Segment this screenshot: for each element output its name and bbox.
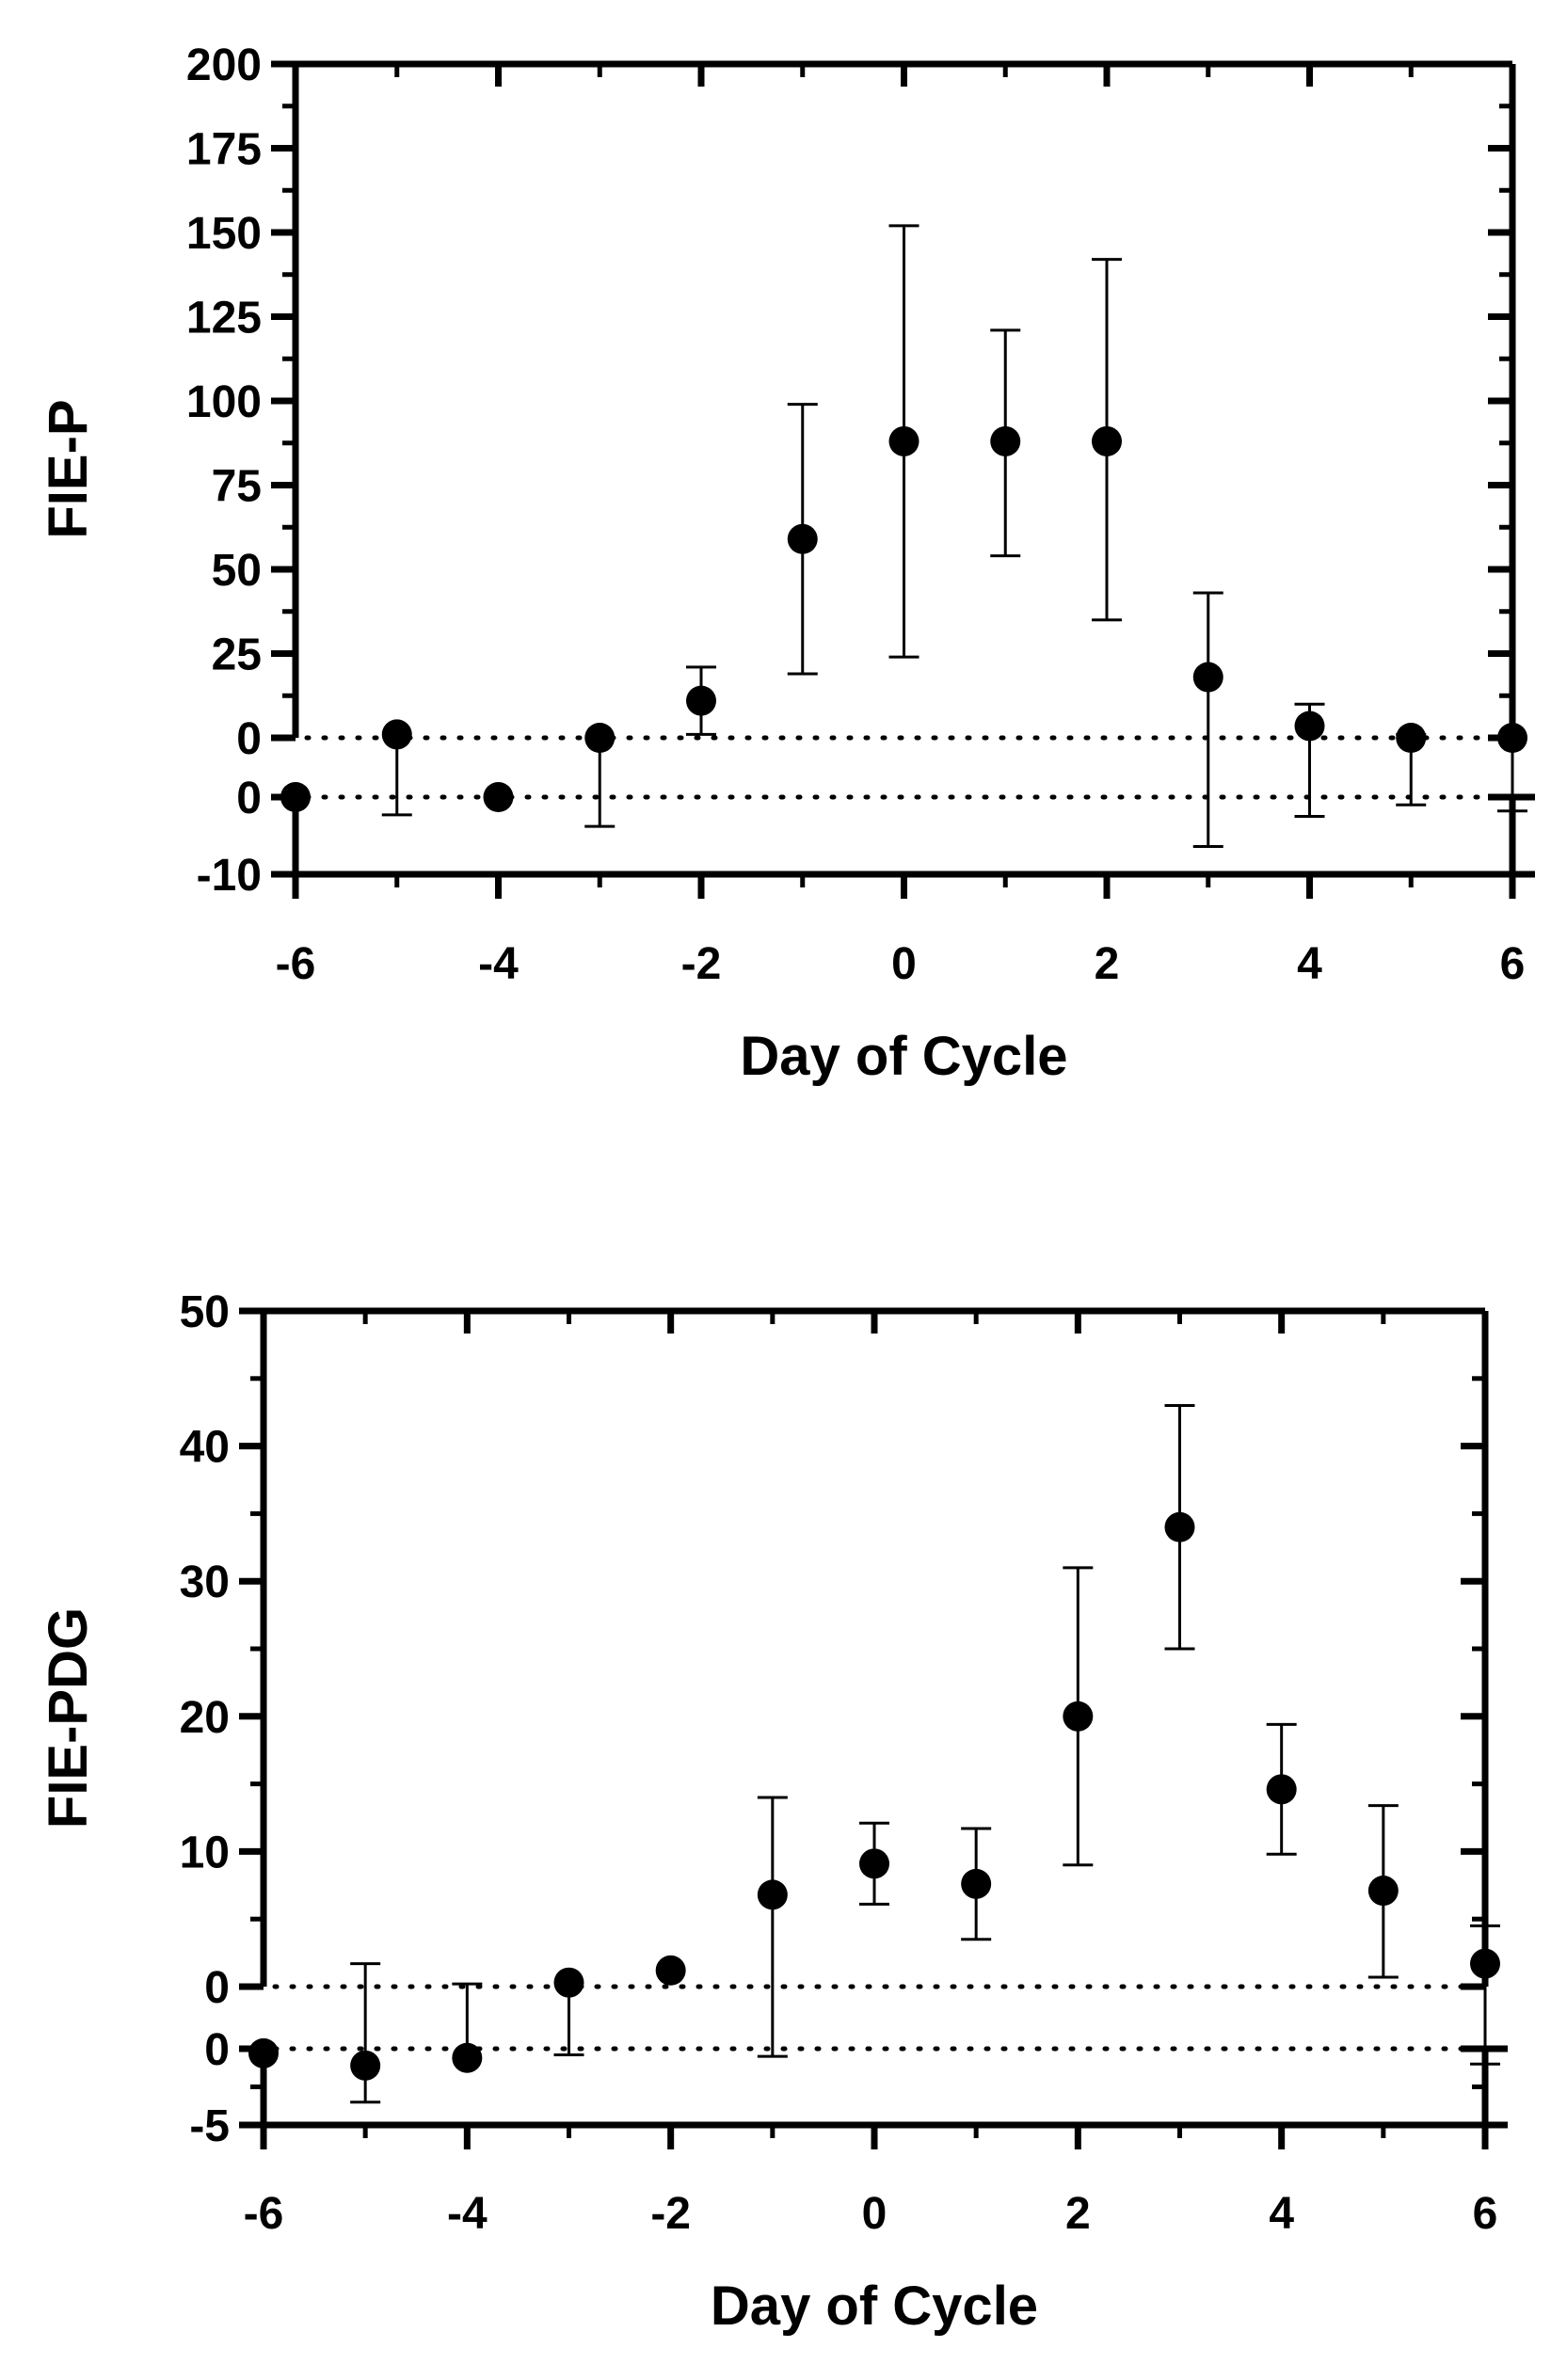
y-tick-label: 0	[204, 1963, 230, 2013]
x-tick-label: 2	[1095, 939, 1120, 989]
x-tick-label: 4	[1297, 939, 1322, 989]
data-point	[1470, 1948, 1500, 1979]
data-point	[483, 782, 514, 812]
data-point	[452, 2042, 483, 2073]
data-point	[787, 523, 818, 554]
y-tick-label: 0	[204, 2025, 230, 2075]
data-point	[655, 1955, 686, 1986]
x-tick-label: -2	[650, 2189, 691, 2239]
y-tick-label: 150	[186, 209, 262, 259]
y-tick-label: 0	[236, 774, 262, 823]
x-tick-label: 2	[1065, 2189, 1091, 2239]
panel-fie-pdg: 0 10 20 30 40 50 0 -5 -6 -4 -2 0 2 4 6 FIE-PDG Day of Cy…	[38, 1287, 1508, 2337]
data-point	[1092, 425, 1122, 456]
data-point	[1164, 1511, 1195, 1542]
data-point	[888, 425, 919, 456]
x-tick-label: 0	[862, 2189, 887, 2239]
data-point	[1497, 723, 1527, 753]
y-tick-label: 0	[236, 714, 262, 764]
data-point	[553, 1967, 584, 1998]
x-axis-title: Day of Cycle	[740, 1026, 1067, 1087]
x-tick-label: 0	[891, 939, 917, 989]
x-tick-label: -4	[447, 2189, 488, 2239]
data-point	[1294, 711, 1325, 742]
data-point	[280, 782, 311, 812]
data-point	[757, 1879, 788, 1910]
data-point	[1396, 723, 1427, 753]
y-axis-title: FIE-PDG	[38, 1607, 99, 1829]
data-point	[686, 685, 716, 716]
x-tick-label: -2	[681, 939, 722, 989]
data-point	[990, 425, 1021, 456]
data-point	[1367, 1876, 1399, 1907]
data-point	[961, 1868, 992, 1899]
x-axis-title: Day of Cycle	[711, 2276, 1038, 2337]
y-tick-label: 40	[180, 1423, 230, 1473]
data-point	[350, 2050, 381, 2081]
data-point	[1192, 662, 1223, 693]
y-tick-label: 125	[186, 294, 262, 343]
x-tick-label: 4	[1269, 2189, 1294, 2239]
y-tick-label: 75	[212, 462, 262, 512]
y-tick-label: 50	[212, 546, 262, 596]
data-point	[584, 723, 616, 753]
x-tick-label: -6	[276, 939, 316, 989]
y-tick-label: 30	[180, 1557, 230, 1607]
x-tick-label: -4	[478, 939, 519, 989]
y-axis-title: FIE-P	[38, 399, 99, 538]
y-tick-label: 100	[186, 377, 262, 427]
y-tick-label: 25	[212, 631, 262, 680]
y-tick-label: 10	[180, 1828, 230, 1877]
y-tick-label: 200	[186, 40, 262, 90]
y-tick-label: 20	[180, 1693, 230, 1743]
x-tick-label: -6	[244, 2189, 284, 2239]
data-point	[859, 1848, 889, 1879]
y-tick-label: 175	[186, 125, 262, 175]
x-tick-label: 6	[1473, 2189, 1498, 2239]
y-tick-label: 50	[180, 1287, 230, 1337]
panel-fie-p: 0 25 50 75 100 125 150 175 200 0 -10 -6 -4 -2 0 2 4 6 FIE-…	[38, 40, 1535, 1087]
data-point	[1266, 1774, 1297, 1805]
data-point	[381, 719, 412, 750]
x-tick-label: 6	[1500, 939, 1526, 989]
y-tick-label: -10	[197, 851, 262, 901]
data-point	[1063, 1701, 1094, 1732]
data-point	[248, 2037, 279, 2069]
y-tick-label: -5	[189, 2101, 230, 2151]
